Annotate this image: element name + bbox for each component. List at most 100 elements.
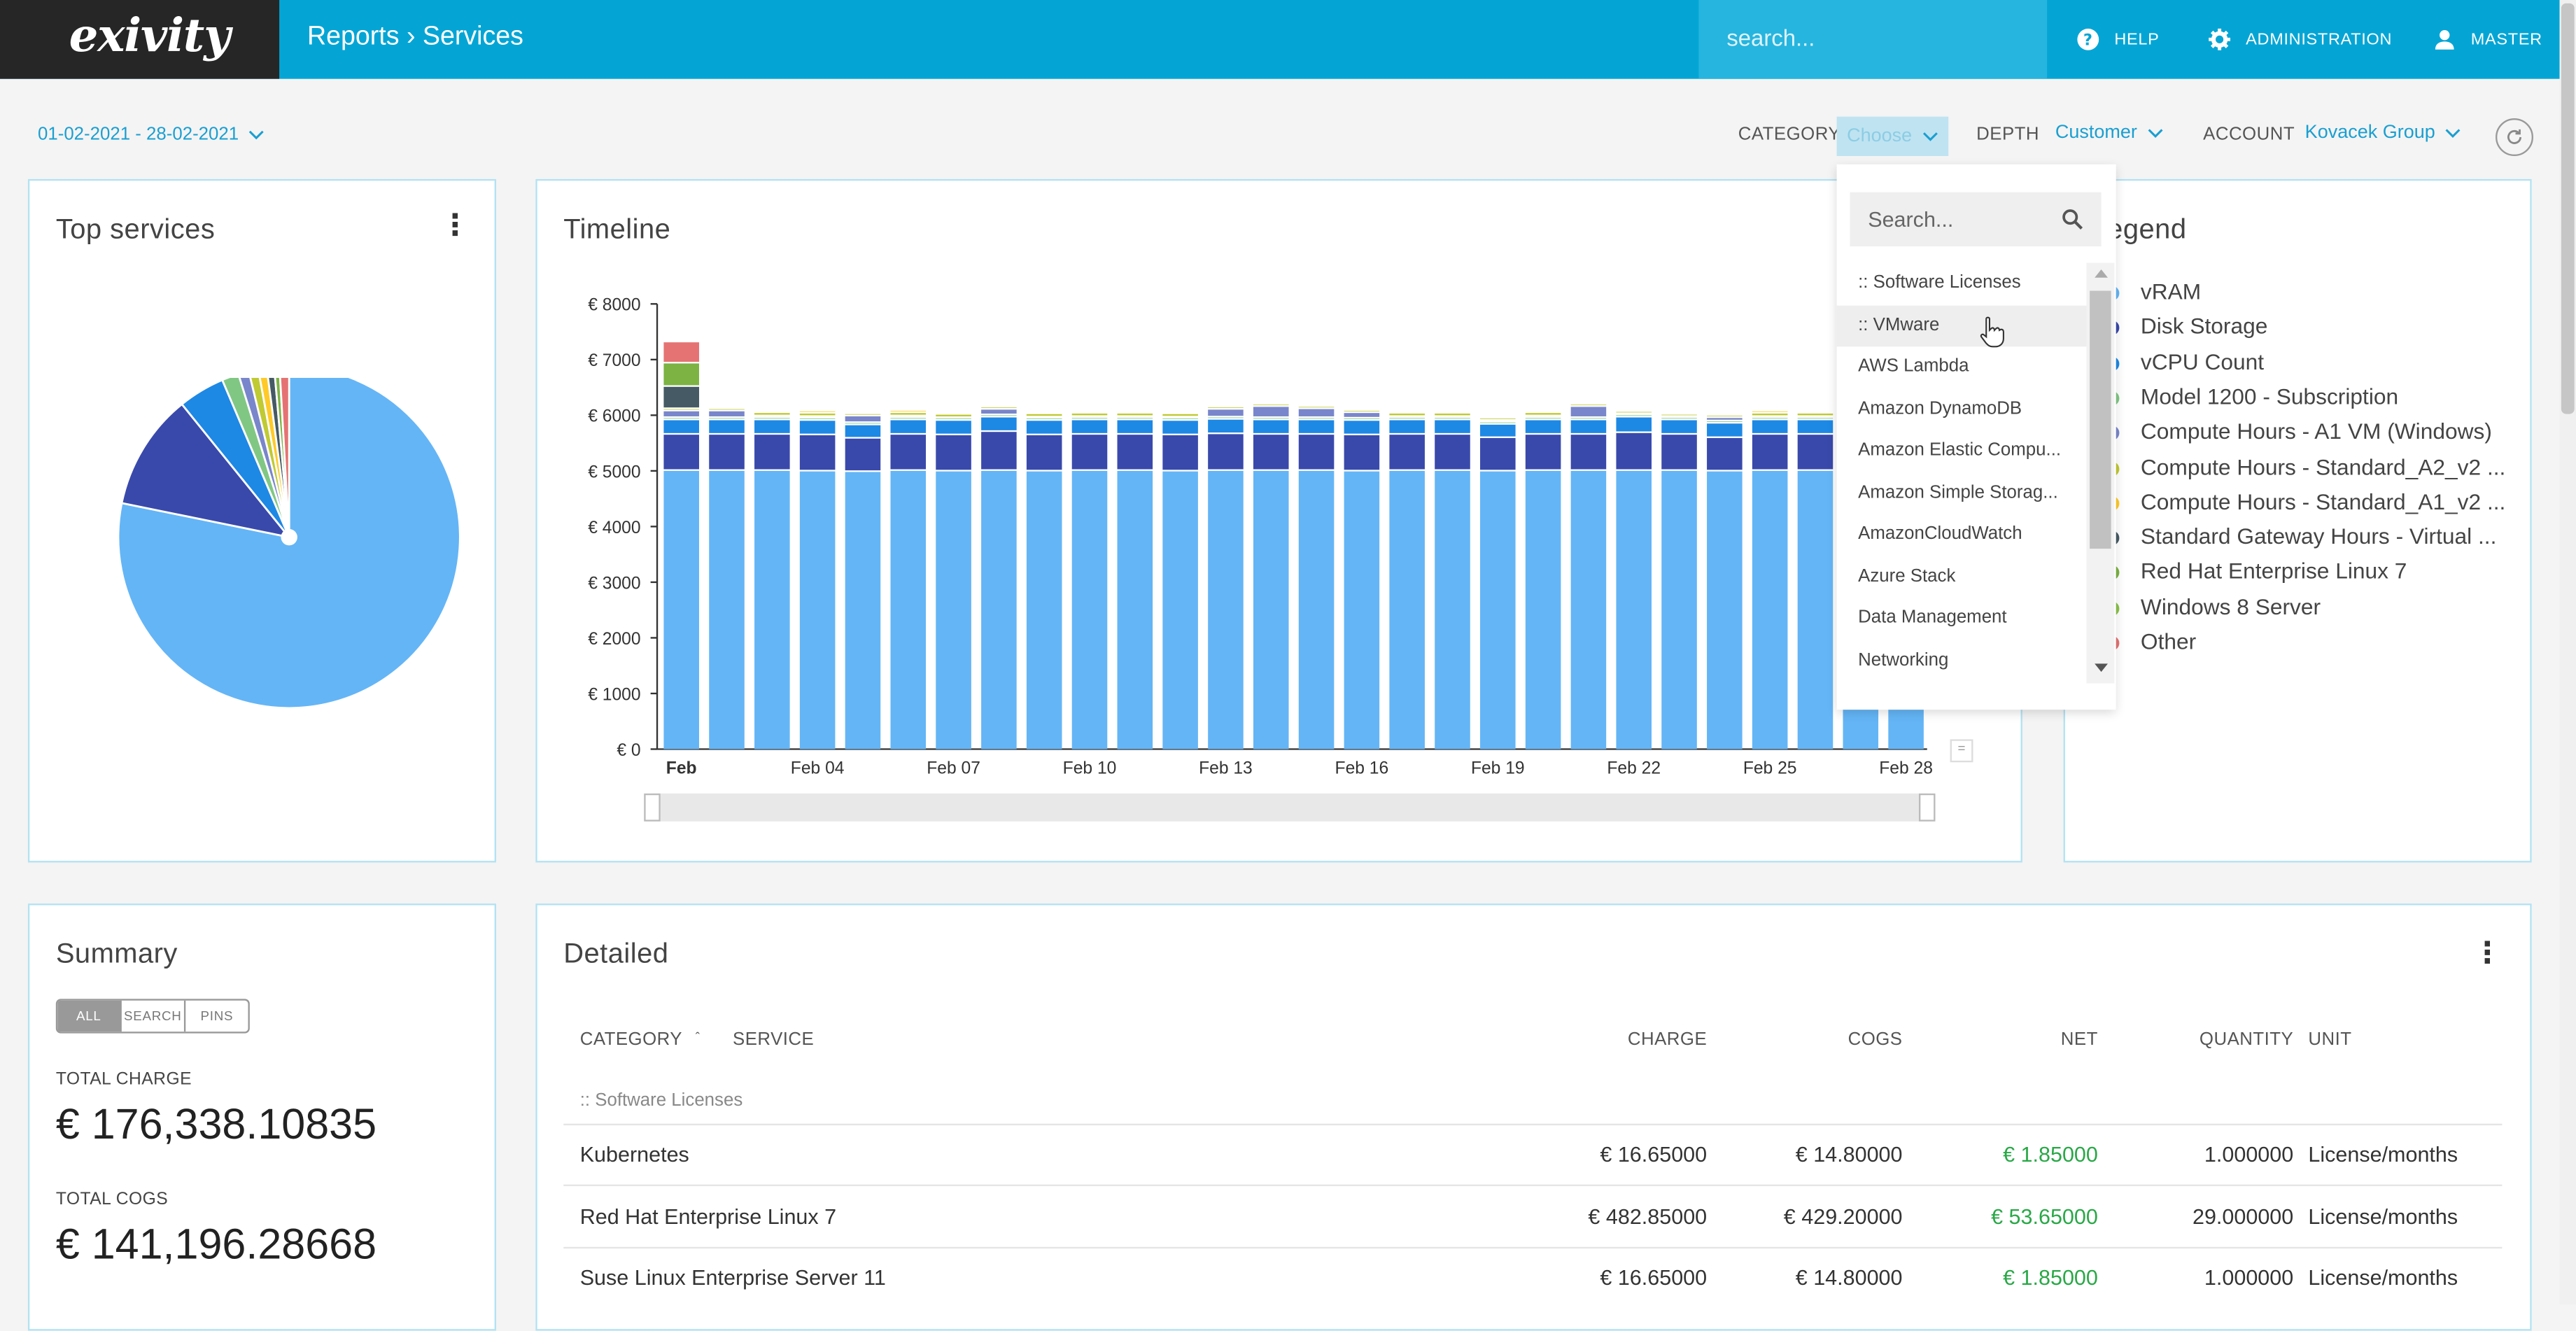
tab-pins[interactable]: PINS (185, 1001, 248, 1032)
bar-segment[interactable] (1798, 471, 1834, 749)
logo[interactable]: exivity (0, 0, 279, 79)
bar-segment[interactable] (1299, 409, 1335, 416)
bar-segment[interactable] (981, 407, 1017, 408)
user-menu[interactable]: MASTER (2433, 28, 2542, 51)
bar-segment[interactable] (1027, 421, 1062, 433)
depth-select[interactable]: Customer (2055, 123, 2164, 143)
more-options-icon[interactable]: ⋮ (440, 217, 470, 233)
bar-segment[interactable] (936, 435, 971, 470)
bar-segment[interactable] (1752, 414, 1788, 415)
legend-item[interactable]: Compute Hours - Standard_A1_v2 ... (2141, 489, 2505, 514)
category-search[interactable] (1850, 192, 2101, 246)
bar-segment[interactable] (663, 387, 699, 407)
bar-segment[interactable] (1752, 435, 1788, 469)
column-header-quantity[interactable]: QUANTITY (2129, 1030, 2293, 1050)
bar-segment[interactable] (1616, 471, 1652, 749)
bar-segment[interactable] (1118, 414, 1153, 415)
legend-item[interactable]: Other (2141, 629, 2196, 654)
bar-segment[interactable] (1253, 471, 1289, 749)
bar-segment[interactable] (890, 413, 926, 414)
bar-segment[interactable] (1480, 418, 1516, 419)
bar-segment[interactable] (1208, 409, 1244, 416)
bar-segment[interactable] (1344, 418, 1380, 419)
bar-segment[interactable] (1208, 407, 1244, 408)
bar-segment[interactable] (800, 421, 836, 433)
bar-segment[interactable] (1344, 421, 1380, 433)
bar-segment[interactable] (1616, 415, 1652, 416)
bar-segment[interactable] (1118, 471, 1153, 749)
bar-segment[interactable] (1616, 433, 1652, 470)
group-row-label[interactable]: :: Software Licenses (580, 1091, 743, 1111)
bar-segment[interactable] (1707, 472, 1743, 749)
bar-segment[interactable] (663, 411, 699, 416)
tab-search[interactable]: SEARCH (122, 1001, 186, 1032)
bar-segment[interactable] (1118, 435, 1153, 469)
bar-segment[interactable] (1389, 421, 1425, 433)
bar-segment[interactable] (663, 363, 699, 385)
tab-all[interactable]: ALL (57, 1001, 122, 1032)
bar-segment[interactable] (1072, 471, 1108, 749)
bar-segment[interactable] (1072, 421, 1108, 433)
dropdown-option[interactable]: Networking (1837, 640, 2087, 681)
page-scrollbar[interactable] (2560, 0, 2576, 1304)
bar-segment[interactable] (1208, 420, 1244, 432)
bar-segment[interactable] (1616, 412, 1652, 413)
category-search-input[interactable] (1865, 205, 2053, 233)
bar-segment[interactable] (845, 425, 881, 437)
dropdown-option[interactable]: AmazonCloudWatch (1837, 514, 2087, 556)
dropdown-option[interactable]: Azure Stack (1837, 556, 2087, 598)
help-link[interactable]: ? HELP (2076, 28, 2159, 51)
bar-segment[interactable] (1344, 413, 1380, 417)
bar-segment[interactable] (709, 409, 745, 410)
bar-segment[interactable] (1571, 435, 1607, 469)
column-header-net[interactable]: NET (1934, 1030, 2098, 1050)
bar-segment[interactable] (1661, 421, 1697, 433)
scroll-up-icon[interactable] (2095, 269, 2108, 278)
legend-item[interactable]: Red Hat Enterprise Linux 7 (2141, 559, 2407, 584)
bar-segment[interactable] (981, 415, 1017, 416)
bar-segment[interactable] (1389, 471, 1425, 749)
bar-segment[interactable] (936, 421, 971, 433)
administration-link[interactable]: ADMINISTRATION (2208, 28, 2392, 51)
dropdown-option[interactable]: :: VMware (1837, 304, 2087, 346)
account-select[interactable]: Kovacek Group (2305, 123, 2462, 143)
page-scrollbar-thumb[interactable] (2561, 3, 2575, 414)
bar-segment[interactable] (1299, 471, 1335, 749)
dropdown-option[interactable]: :: Software Licenses (1837, 263, 2087, 304)
bar-segment[interactable] (1162, 472, 1198, 749)
bar-segment[interactable] (800, 418, 836, 419)
bar-segment[interactable] (754, 471, 790, 749)
column-header-service[interactable]: SERVICE (733, 1030, 814, 1050)
bar-segment[interactable] (1162, 435, 1198, 470)
bar-segment[interactable] (1752, 421, 1788, 433)
bar-segment[interactable] (663, 409, 699, 410)
bar-segment[interactable] (1072, 435, 1108, 469)
bar-segment[interactable] (936, 415, 971, 416)
range-handle-right[interactable] (1919, 794, 1935, 822)
bar-segment[interactable] (1526, 435, 1561, 469)
bar-segment[interactable] (663, 471, 699, 749)
bar-segment[interactable] (1752, 471, 1788, 749)
bar-segment[interactable] (1253, 407, 1289, 416)
bar-segment[interactable] (981, 418, 1017, 430)
bar-segment[interactable] (1616, 418, 1652, 432)
bar-segment[interactable] (709, 411, 745, 416)
bar-segment[interactable] (845, 416, 881, 421)
bar-segment[interactable] (1299, 435, 1335, 469)
timeline-range-slider[interactable] (652, 794, 1927, 822)
dropdown-scrollbar[interactable] (2086, 263, 2114, 684)
bar-segment[interactable] (1072, 414, 1108, 415)
bar-segment[interactable] (1661, 435, 1697, 469)
bar-segment[interactable] (1389, 414, 1425, 415)
bar-segment[interactable] (1435, 414, 1470, 415)
bar-segment[interactable] (1707, 421, 1743, 422)
bar-segment[interactable] (709, 471, 745, 749)
bar-segment[interactable] (1162, 418, 1198, 419)
bar-segment[interactable] (1480, 472, 1516, 749)
bar-segment[interactable] (1027, 414, 1062, 416)
bar-segment[interactable] (1027, 472, 1062, 749)
dropdown-option[interactable]: Amazon Simple Storag... (1837, 472, 2087, 514)
bar-segment[interactable] (754, 421, 790, 433)
bar-segment[interactable] (1571, 407, 1607, 416)
